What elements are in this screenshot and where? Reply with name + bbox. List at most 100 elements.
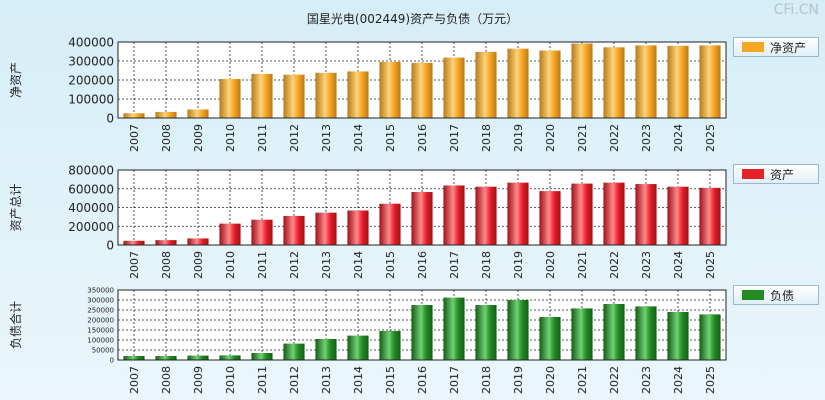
bar-assets-2022 [603,182,625,245]
x-tick-label: 2023 [640,124,653,152]
x-tick-label: 2017 [448,251,461,279]
bar-net-2013 [315,72,337,118]
x-tick-label: 2024 [672,366,685,394]
x-tick-label: 2010 [224,124,237,152]
x-tick-label: 2014 [352,124,365,152]
bar-liab-2025 [699,314,721,360]
bar-net-2024 [667,45,689,118]
bar-net-2014 [347,71,369,118]
chart-title: 国星光电(002449)资产与负债（万元） [306,12,519,26]
y-tick-label: 250000 [87,307,114,315]
x-tick-label: 2025 [704,251,717,279]
bar-liab-2012 [283,343,305,360]
bar-liab-2016 [411,305,433,360]
panel-net: 0 100000 200000 300000 400000 2007 2008 2009 201… [9,36,727,152]
bar-net-2016 [411,62,433,118]
x-tick-label: 2019 [512,251,525,279]
y-tick-label: 100000 [68,93,114,107]
x-tick-label: 2016 [416,366,429,394]
bar-assets-2017 [443,185,465,245]
plot-frame-assets [117,169,727,246]
y-tick-label: 600000 [68,182,114,196]
x-tick-label: 2011 [256,124,269,152]
x-tick-label: 2015 [384,124,397,152]
y-tick-label: 300000 [87,297,114,305]
bar-net-2011 [251,73,273,118]
x-tick-label: 2020 [544,124,557,152]
bar-net-2023 [635,45,657,118]
watermark-logo: CFi.CN [773,2,819,18]
bar-liab-2024 [667,312,689,360]
bar-liab-2018 [475,305,497,360]
bar-assets-2007 [123,240,145,245]
bar-assets-2009 [187,238,209,245]
bar-net-2019 [507,48,529,118]
x-tick-label: 2007 [128,124,141,152]
x-tick-label: 2016 [416,251,429,279]
legend-swatch-assets [742,169,764,179]
x-tick-label: 2011 [256,366,269,394]
bar-assets-2025 [699,187,721,245]
bar-assets-2021 [571,183,593,245]
plot-frame-liab [117,289,727,361]
legend-liabilities: 负债 [733,285,819,305]
plot-frame-net [117,41,727,119]
y-tick-label: 400000 [68,36,114,50]
legend-swatch-net-assets [742,42,764,52]
x-tick-label: 2014 [352,251,365,279]
y-tick-label: 400000 [68,201,114,215]
y-tick-label: 300000 [68,55,114,69]
bar-net-2008 [155,111,177,118]
bar-assets-2020 [539,191,561,245]
y-tick-label: 150000 [87,327,114,335]
x-tick-label: 2019 [512,366,525,394]
bar-net-2010 [219,79,241,118]
y-tick-label: 0 [106,239,114,253]
x-tick-label: 2012 [288,251,301,279]
bar-net-2017 [443,57,465,118]
bar-assets-2015 [379,203,401,245]
bar-liab-2010 [219,355,241,360]
x-tick-label: 2025 [704,366,717,394]
legend-net-assets: 净资产 [733,37,819,57]
bar-assets-2012 [283,215,305,245]
bar-net-2012 [283,74,305,118]
bar-assets-2016 [411,192,433,245]
bar-net-2018 [475,51,497,118]
legend-assets: 资产 [733,164,819,184]
x-tick-label: 2009 [192,124,205,152]
bar-net-2015 [379,61,401,118]
x-tick-label: 2022 [608,124,621,152]
x-tick-label: 2013 [320,124,333,152]
y-tick-label: 200000 [87,317,114,325]
x-tick-label: 2015 [384,251,397,279]
bar-liab-2019 [507,300,529,360]
x-tick-label: 2017 [448,366,461,394]
y-axis-title-liab: 负债合计 [8,301,23,349]
bar-net-2025 [699,45,721,118]
bar-assets-2008 [155,240,177,245]
y-axis-title-net: 净资产 [9,62,23,98]
panel-liab: 0 50000 100000 150000 200000 250000 300000 3500… [8,287,727,394]
x-tick-label: 2015 [384,366,397,394]
x-tick-label: 2018 [480,366,493,394]
x-tick-label: 2014 [352,366,365,394]
x-tick-label: 2008 [160,366,173,394]
bar-liab-2022 [603,304,625,360]
x-tick-label: 2022 [608,366,621,394]
y-tick-label: 100000 [87,337,114,345]
bar-net-2022 [603,47,625,118]
bar-assets-2018 [475,186,497,245]
y-tick-label: 0 [106,112,114,126]
bar-liab-2023 [635,306,657,360]
bar-liab-2007 [123,356,145,360]
y-tick-label: 800000 [68,164,114,178]
x-tick-label: 2024 [672,251,685,279]
x-tick-label: 2011 [256,251,269,279]
x-tick-label: 2009 [192,251,205,279]
x-tick-label: 2017 [448,124,461,152]
x-tick-label: 2025 [704,124,717,152]
y-tick-label: 200000 [68,220,114,234]
y-tick-label: 200000 [68,74,114,88]
